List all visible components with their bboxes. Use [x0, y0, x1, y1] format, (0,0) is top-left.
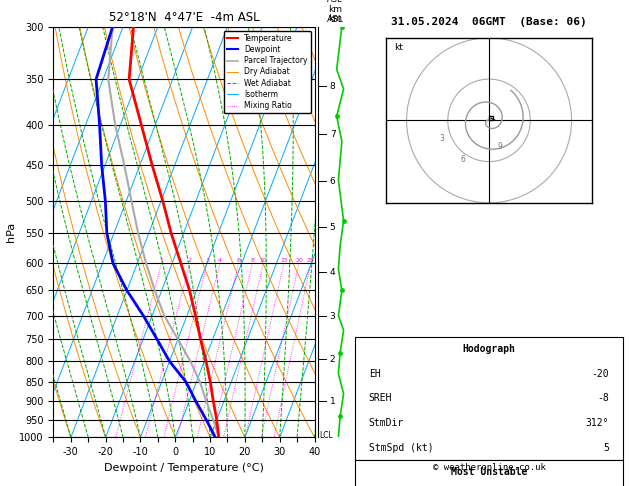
- Text: 9: 9: [498, 142, 502, 151]
- Text: 1: 1: [330, 397, 335, 406]
- Text: 6: 6: [237, 258, 241, 263]
- Text: 6: 6: [460, 155, 465, 164]
- Text: SREH: SREH: [369, 394, 392, 403]
- Point: [335, 413, 345, 420]
- Text: 3: 3: [205, 258, 209, 263]
- Point: [338, 217, 348, 225]
- Title: 52°18'N  4°47'E  -4m ASL: 52°18'N 4°47'E -4m ASL: [109, 11, 259, 24]
- Text: -8: -8: [598, 394, 610, 403]
- Text: km
ASL: km ASL: [326, 5, 343, 24]
- Text: 2: 2: [187, 258, 192, 263]
- Text: 8: 8: [250, 258, 254, 263]
- Text: 15: 15: [280, 258, 288, 263]
- Text: 10: 10: [260, 258, 267, 263]
- Text: 2: 2: [330, 355, 335, 364]
- Text: 5: 5: [330, 223, 335, 232]
- Text: EH: EH: [369, 369, 381, 379]
- Text: kt: kt: [394, 43, 403, 52]
- Point: [331, 112, 342, 120]
- Text: 4: 4: [330, 268, 335, 277]
- Text: km: km: [328, 14, 342, 23]
- Bar: [355, 460, 623, 486]
- Text: 3: 3: [440, 134, 445, 143]
- Text: 3: 3: [330, 312, 335, 321]
- X-axis label: Dewpoint / Temperature (°C): Dewpoint / Temperature (°C): [104, 463, 264, 473]
- Text: ASL: ASL: [327, 0, 343, 4]
- Text: 20: 20: [295, 258, 303, 263]
- Text: 8: 8: [330, 82, 335, 90]
- Text: 4: 4: [218, 258, 222, 263]
- Text: Hodograph: Hodograph: [462, 345, 516, 354]
- Bar: [355, 337, 623, 460]
- Text: 5: 5: [603, 443, 610, 452]
- Text: StmDir: StmDir: [369, 418, 404, 428]
- Text: 1: 1: [160, 258, 164, 263]
- Text: -20: -20: [592, 369, 610, 379]
- Y-axis label: hPa: hPa: [6, 222, 16, 242]
- Text: StmSpd (kt): StmSpd (kt): [369, 443, 433, 452]
- Text: 25: 25: [307, 258, 315, 263]
- Text: LCL: LCL: [320, 431, 333, 439]
- Legend: Temperature, Dewpoint, Parcel Trajectory, Dry Adiabat, Wet Adiabat, Isotherm, Mi: Temperature, Dewpoint, Parcel Trajectory…: [223, 31, 311, 113]
- Text: 312°: 312°: [586, 418, 610, 428]
- Point: [337, 23, 347, 31]
- Point: [335, 349, 345, 357]
- Text: © weatheronline.co.uk: © weatheronline.co.uk: [433, 463, 545, 471]
- Text: 6: 6: [330, 177, 335, 186]
- Point: [337, 287, 347, 295]
- Text: Most Unstable: Most Unstable: [451, 467, 527, 477]
- Text: 7: 7: [330, 130, 335, 139]
- Text: 31.05.2024  06GMT  (Base: 06): 31.05.2024 06GMT (Base: 06): [391, 17, 587, 27]
